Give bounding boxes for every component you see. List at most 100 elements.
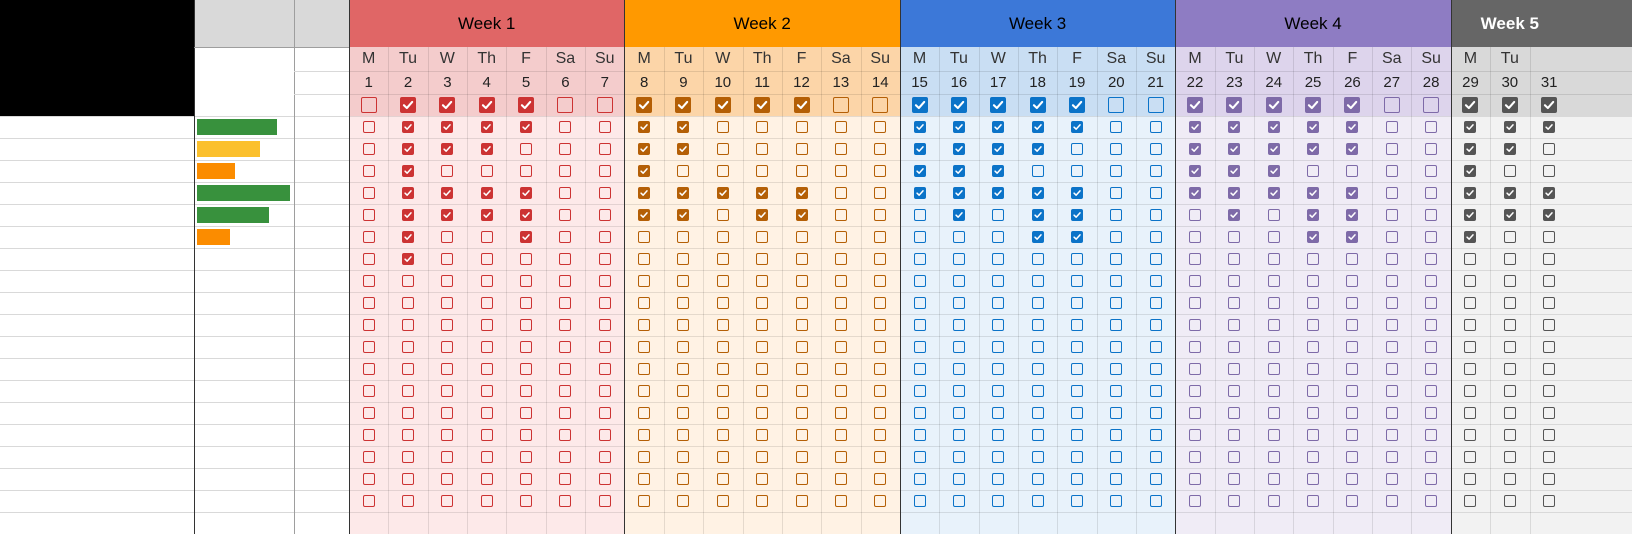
habit-checkbox[interactable]: [480, 187, 493, 199]
habit-checkbox[interactable]: [1070, 187, 1083, 199]
habit-checkbox[interactable]: [1189, 297, 1202, 309]
habit-checkbox[interactable]: [1189, 253, 1202, 265]
habit-checkbox[interactable]: [677, 341, 690, 353]
habit-checkbox[interactable]: [402, 165, 415, 177]
day-summary-checkbox[interactable]: [1226, 96, 1243, 113]
habit-checkbox[interactable]: [1425, 231, 1438, 243]
habit-checkbox[interactable]: [795, 275, 808, 287]
habit-checkbox[interactable]: [795, 429, 808, 441]
habit-checkbox[interactable]: [874, 319, 887, 331]
habit-checkbox[interactable]: [638, 451, 651, 463]
habit-checkbox[interactable]: [362, 451, 375, 463]
habit-checkbox[interactable]: [1385, 209, 1398, 221]
day-summary-checkbox[interactable]: [675, 96, 692, 113]
habit-checkbox[interactable]: [1543, 187, 1556, 199]
habit-checkbox[interactable]: [598, 209, 611, 221]
habit-checkbox[interactable]: [598, 187, 611, 199]
habit-checkbox[interactable]: [913, 451, 926, 463]
habit-checkbox[interactable]: [441, 341, 454, 353]
habit-checkbox[interactable]: [362, 473, 375, 485]
day-summary-checkbox[interactable]: [1501, 96, 1518, 113]
habit-checkbox[interactable]: [1031, 385, 1044, 397]
habit-checkbox[interactable]: [992, 165, 1005, 177]
habit-checkbox[interactable]: [598, 231, 611, 243]
habit-checkbox[interactable]: [402, 209, 415, 221]
habit-checkbox[interactable]: [1070, 297, 1083, 309]
day-summary-checkbox[interactable]: [1423, 96, 1440, 113]
habit-checkbox[interactable]: [1346, 451, 1359, 463]
day-summary-checkbox[interactable]: [990, 96, 1007, 113]
habit-checkbox[interactable]: [1228, 363, 1241, 375]
habit-checkbox[interactable]: [1228, 451, 1241, 463]
habit-checkbox[interactable]: [402, 341, 415, 353]
habit-checkbox[interactable]: [1307, 275, 1320, 287]
day-summary-checkbox[interactable]: [1147, 96, 1164, 113]
habit-checkbox[interactable]: [1503, 275, 1516, 287]
habit-checkbox[interactable]: [1267, 297, 1280, 309]
habit-checkbox[interactable]: [1464, 341, 1477, 353]
habit-checkbox[interactable]: [402, 385, 415, 397]
habit-checkbox[interactable]: [402, 187, 415, 199]
habit-checkbox[interactable]: [1267, 231, 1280, 243]
habit-checkbox[interactable]: [1503, 429, 1516, 441]
habit-checkbox[interactable]: [1385, 451, 1398, 463]
habit-checkbox[interactable]: [1110, 165, 1123, 177]
habit-checkbox[interactable]: [913, 275, 926, 287]
habit-checkbox[interactable]: [559, 451, 572, 463]
habit-checkbox[interactable]: [795, 187, 808, 199]
habit-checkbox[interactable]: [1385, 495, 1398, 507]
habit-checkbox[interactable]: [1149, 187, 1162, 199]
habit-checkbox[interactable]: [441, 429, 454, 441]
habit-name[interactable]: [2, 182, 192, 204]
habit-checkbox[interactable]: [559, 121, 572, 133]
day-summary-checkbox[interactable]: [439, 96, 456, 113]
habit-checkbox[interactable]: [1464, 407, 1477, 419]
habit-checkbox[interactable]: [1070, 407, 1083, 419]
habit-checkbox[interactable]: [441, 121, 454, 133]
habit-checkbox[interactable]: [795, 363, 808, 375]
habit-checkbox[interactable]: [1464, 385, 1477, 397]
habit-checkbox[interactable]: [795, 385, 808, 397]
habit-checkbox[interactable]: [716, 275, 729, 287]
habit-checkbox[interactable]: [402, 363, 415, 375]
habit-checkbox[interactable]: [1228, 319, 1241, 331]
habit-checkbox[interactable]: [756, 473, 769, 485]
habit-checkbox[interactable]: [1543, 385, 1556, 397]
habit-checkbox[interactable]: [874, 187, 887, 199]
habit-checkbox[interactable]: [1425, 407, 1438, 419]
habit-checkbox[interactable]: [1070, 341, 1083, 353]
habit-checkbox[interactable]: [1267, 407, 1280, 419]
habit-checkbox[interactable]: [638, 319, 651, 331]
habit-checkbox[interactable]: [992, 319, 1005, 331]
habit-checkbox[interactable]: [795, 165, 808, 177]
habit-checkbox[interactable]: [834, 473, 847, 485]
habit-checkbox[interactable]: [559, 407, 572, 419]
habit-checkbox[interactable]: [598, 407, 611, 419]
habit-checkbox[interactable]: [677, 429, 690, 441]
habit-checkbox[interactable]: [677, 209, 690, 221]
habit-checkbox[interactable]: [677, 253, 690, 265]
habit-checkbox[interactable]: [1464, 165, 1477, 177]
habit-checkbox[interactable]: [834, 341, 847, 353]
habit-checkbox[interactable]: [874, 473, 887, 485]
habit-checkbox[interactable]: [1228, 407, 1241, 419]
habit-checkbox[interactable]: [1031, 187, 1044, 199]
habit-checkbox[interactable]: [1464, 473, 1477, 485]
habit-checkbox[interactable]: [1110, 297, 1123, 309]
habit-checkbox[interactable]: [1267, 429, 1280, 441]
habit-checkbox[interactable]: [1070, 319, 1083, 331]
habit-checkbox[interactable]: [559, 275, 572, 287]
habit-checkbox[interactable]: [1385, 473, 1398, 485]
habit-checkbox[interactable]: [716, 209, 729, 221]
day-summary-checkbox[interactable]: [557, 96, 574, 113]
habit-checkbox[interactable]: [1110, 473, 1123, 485]
habit-checkbox[interactable]: [913, 253, 926, 265]
habit-checkbox[interactable]: [913, 407, 926, 419]
habit-checkbox[interactable]: [1267, 341, 1280, 353]
habit-checkbox[interactable]: [1543, 319, 1556, 331]
habit-checkbox[interactable]: [716, 495, 729, 507]
habit-checkbox[interactable]: [1385, 165, 1398, 177]
habit-checkbox[interactable]: [1543, 231, 1556, 243]
habit-checkbox[interactable]: [441, 253, 454, 265]
habit-checkbox[interactable]: [1346, 363, 1359, 375]
